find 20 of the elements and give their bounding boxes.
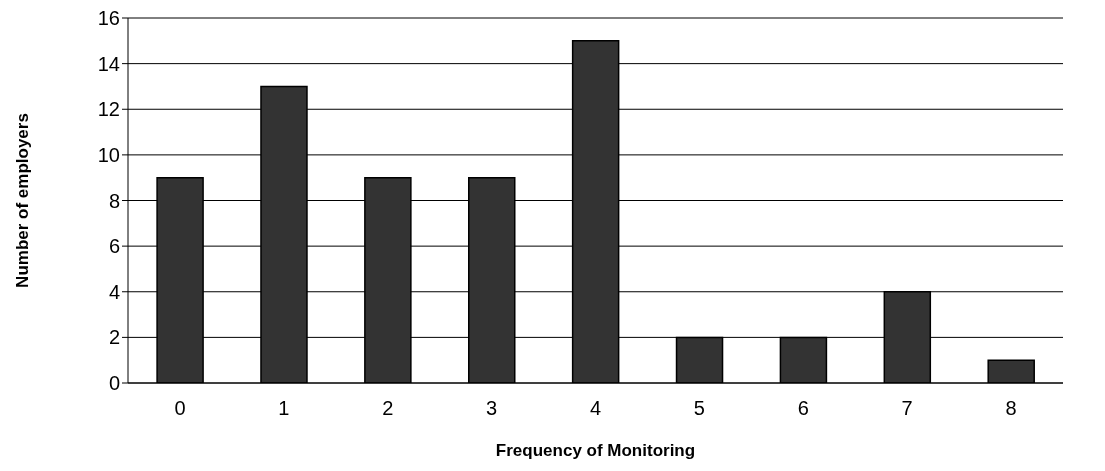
- y-axis-title: Number of employers: [13, 113, 33, 288]
- x-tick-label: 0: [174, 397, 186, 420]
- y-tick-label: 10: [97, 143, 120, 166]
- y-tick-label: 12: [97, 98, 120, 121]
- x-tick-label: 2: [382, 397, 394, 420]
- y-tick-label: 2: [108, 326, 120, 349]
- y-tick-label: 8: [108, 189, 120, 212]
- x-tick-label: 8: [1005, 397, 1017, 420]
- x-tick-label: 5: [693, 397, 705, 420]
- y-tick-label: 6: [108, 235, 120, 258]
- y-tick-label: 0: [108, 372, 120, 395]
- x-tick-label: 7: [901, 397, 913, 420]
- x-tick-label: 3: [486, 397, 498, 420]
- x-tick-label: 6: [797, 397, 809, 420]
- y-tick-label: 16: [97, 7, 120, 30]
- x-axis-title: Frequency of Monitoring: [495, 441, 696, 460]
- y-tick-label: 4: [108, 280, 120, 303]
- y-tick-label: 14: [97, 52, 120, 75]
- x-tick-label: 1: [278, 397, 290, 420]
- x-tick-label: 4: [589, 397, 602, 420]
